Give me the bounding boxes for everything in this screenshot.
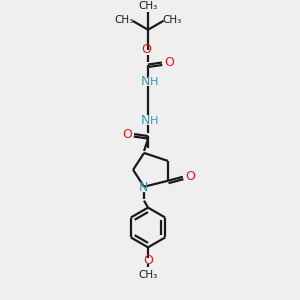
Text: O: O (143, 254, 153, 267)
Text: H: H (150, 116, 158, 126)
Text: H: H (150, 77, 158, 87)
Text: O: O (185, 170, 195, 183)
Text: O: O (122, 128, 132, 141)
Text: CH₃: CH₃ (114, 15, 133, 25)
Text: CH₃: CH₃ (138, 270, 158, 280)
Text: N: N (140, 114, 150, 127)
Text: N: N (138, 181, 148, 194)
Text: N: N (140, 75, 150, 88)
Text: O: O (141, 43, 151, 56)
Text: CH₃: CH₃ (138, 1, 158, 11)
Text: O: O (164, 56, 174, 69)
Text: CH₃: CH₃ (163, 15, 182, 25)
